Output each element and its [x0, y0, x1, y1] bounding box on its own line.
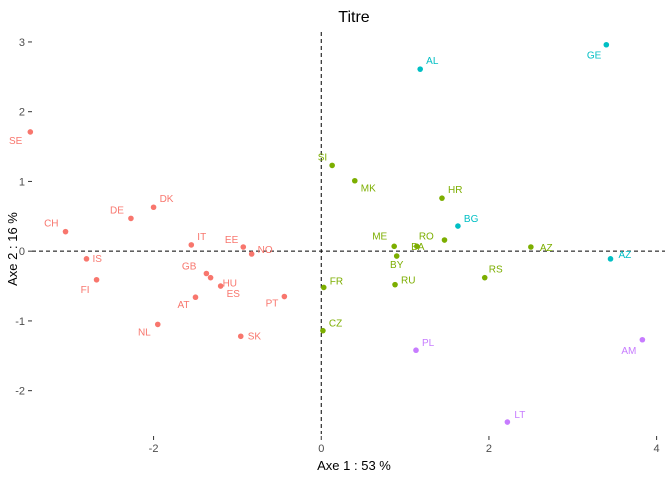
point-label-ge: GE [587, 51, 602, 62]
y-axis-title: Axe 2 : 16 % [5, 212, 20, 286]
point-label-si: SI [318, 152, 327, 163]
y-tick-label: 3 [19, 37, 25, 49]
point-es [217, 283, 224, 289]
point-sk [237, 333, 244, 340]
point-label-az: AZ [540, 243, 553, 254]
point-label-es: ES [227, 289, 241, 300]
point-by [393, 253, 400, 259]
point-si [329, 162, 335, 169]
point-label-by: BY [390, 260, 404, 271]
point-it [188, 242, 195, 248]
point-is [83, 256, 90, 262]
point-label-it: IT [197, 232, 206, 243]
point-label-rs: RS [489, 265, 503, 276]
point-hu [207, 274, 214, 281]
point-label-az: AZ [619, 250, 632, 261]
point-ch [62, 228, 69, 235]
point-label-nl: NL [138, 327, 151, 338]
point-label-pl: PL [422, 338, 435, 349]
x-axis-title: Axe 1 : 53 % [317, 458, 391, 473]
point-label-ro: RO [419, 231, 434, 242]
point-label-fr: FR [330, 276, 343, 287]
point-pl [413, 347, 419, 354]
point-label-ba: BA [411, 242, 425, 253]
point-label-al: AL [426, 56, 439, 67]
point-label-cz: CZ [329, 319, 342, 330]
point-label-gb: GB [182, 261, 197, 272]
point-label-mk: MK [361, 184, 376, 195]
point-ee [240, 244, 247, 250]
y-tick-label: -2 [15, 386, 25, 398]
x-tick-label: 0 [318, 443, 324, 455]
point-fr [320, 284, 327, 291]
point-label-me: ME [372, 231, 387, 242]
point-label-hr: HR [448, 185, 462, 196]
point-am [639, 336, 646, 343]
x-axis: -2 0 2 4 [149, 436, 660, 455]
point-label-hu: HU [223, 279, 237, 290]
point-label-at: AT [177, 300, 189, 311]
point-ge [603, 41, 610, 48]
point-label-dk: DK [160, 194, 174, 205]
point-at [192, 294, 199, 301]
point-ro [414, 243, 420, 250]
point-az [607, 256, 614, 262]
data-points [27, 41, 646, 425]
point-mk [351, 177, 358, 184]
point-se [27, 129, 34, 135]
point-label-no: NO [258, 245, 273, 256]
point-label-ru: RU [401, 276, 415, 287]
y-tick-label: 0 [19, 246, 25, 258]
point-gb [203, 270, 210, 277]
point-fi [93, 276, 100, 283]
point-label-pt: PT [266, 299, 279, 310]
point-lt [504, 419, 511, 425]
point-de [128, 215, 134, 222]
point-ru [392, 281, 398, 288]
point-nl [154, 321, 161, 328]
point-label-ch: CH [44, 219, 58, 230]
point-rs [481, 274, 488, 281]
point-label-fi: FI [81, 285, 90, 296]
point-bg [455, 223, 461, 229]
y-tick-label: -1 [15, 316, 25, 328]
point-label-sk: SK [248, 331, 262, 342]
point-label-bg: BG [464, 214, 479, 225]
point-pt [281, 293, 288, 300]
point-ba [441, 237, 448, 243]
point-no [248, 251, 255, 257]
point-az [528, 244, 534, 250]
y-axis: -2 -1 0 1 2 3 [15, 37, 32, 398]
point-label-is: IS [92, 254, 102, 265]
point-hr [439, 195, 445, 201]
point-label-lt: LT [514, 410, 525, 421]
point-al [417, 66, 423, 72]
x-tick-label: -2 [149, 443, 159, 455]
point-label-de: DE [110, 205, 124, 216]
x-tick-label: 2 [486, 443, 492, 455]
point-me [391, 243, 397, 250]
point-label-se: SE [9, 136, 23, 147]
reference-lines [32, 32, 665, 434]
point-label-am: AM [621, 346, 636, 357]
x-tick-label: 4 [654, 443, 660, 455]
point-cz [320, 327, 326, 334]
y-tick-label: 2 [19, 107, 25, 119]
point-dk [150, 204, 157, 211]
point-label-ee: EE [225, 235, 239, 246]
y-tick-label: 1 [19, 176, 25, 188]
chart-title: Titre [338, 9, 370, 26]
